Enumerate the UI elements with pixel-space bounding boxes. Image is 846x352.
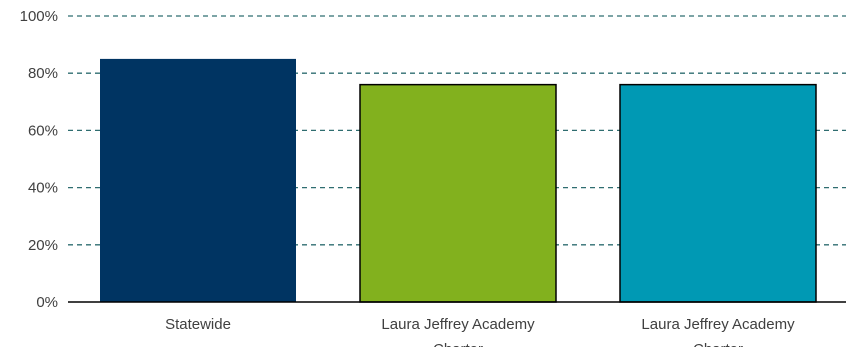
y-tick-label: 20% — [28, 237, 58, 254]
x-tick-label: Laura Jeffrey AcademyCharter — [381, 316, 535, 347]
y-tick-label: 60% — [28, 122, 58, 139]
bar-2 — [359, 83, 557, 303]
y-tick-label: 40% — [28, 180, 58, 197]
y-tick-label: 80% — [28, 65, 58, 82]
bar-1 — [100, 58, 296, 303]
bar-3 — [619, 83, 817, 303]
y-tick-label: 100% — [20, 8, 58, 25]
y-tick-label: 0% — [36, 294, 58, 311]
bars — [100, 58, 817, 303]
x-tick-label: Statewide — [165, 316, 231, 333]
x-tick-label: Laura Jeffrey AcademyCharter — [641, 316, 795, 347]
